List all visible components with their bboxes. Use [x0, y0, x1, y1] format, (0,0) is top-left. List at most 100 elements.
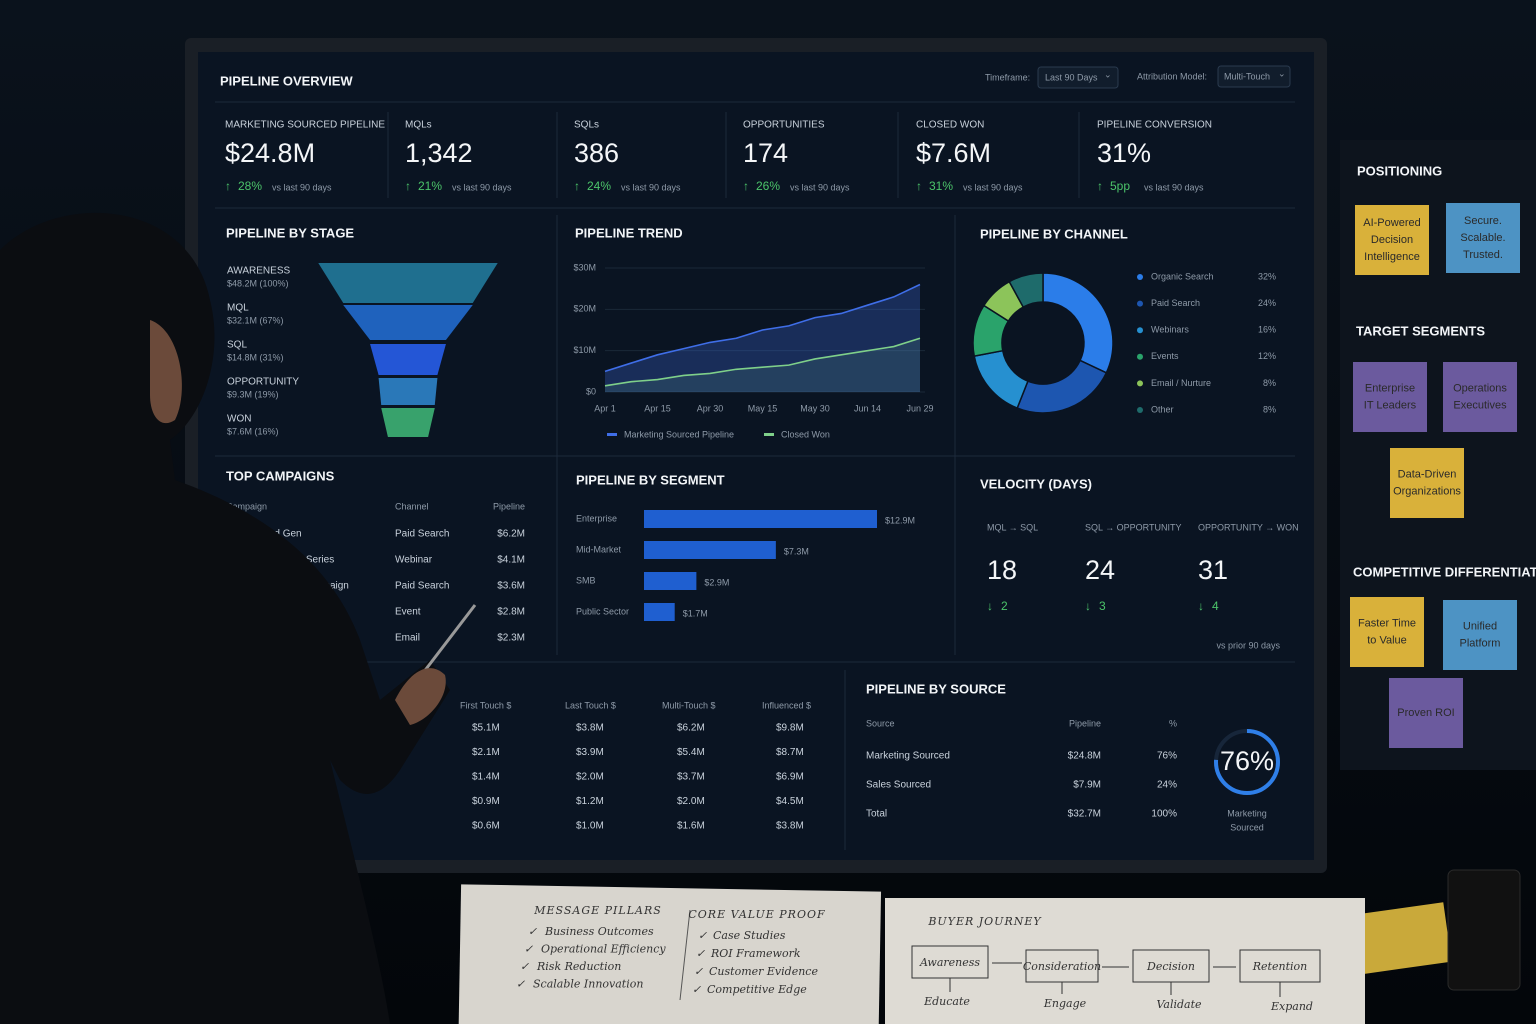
table-cell: Paid Search: [395, 581, 449, 592]
table-cell: $2.3M: [497, 633, 525, 644]
section-title: PIPELINE TREND: [575, 225, 683, 240]
table-cell: Webinar: [395, 555, 433, 566]
table-cell: $3.6M: [497, 581, 525, 592]
donut-slice: [1042, 272, 1114, 374]
funnel-band: [370, 344, 446, 375]
velocity-change: 2: [1001, 599, 1008, 613]
icon: ↓: [1198, 599, 1204, 613]
table-cell: $3.9M: [576, 747, 604, 758]
kpi-compare: vs last 90 days: [1144, 182, 1204, 192]
legend-dot: [1137, 327, 1143, 334]
sticky-note: [1389, 678, 1463, 748]
legend-dot: [1137, 380, 1143, 387]
table-cell: $1.0M: [576, 821, 604, 832]
kpi-value: 1,342: [405, 138, 473, 168]
table-cell: $6.2M: [497, 529, 525, 540]
journey-stage: Awareness: [919, 956, 980, 969]
x-tick-label: May 30: [800, 403, 830, 413]
table-cell: Marketing Sourced: [866, 751, 950, 762]
x-tick-label: Apr 1: [594, 403, 616, 413]
legend-value: 12%: [1258, 351, 1276, 361]
x-tick-label: Jun 29: [906, 403, 933, 413]
column-header: Campaign: [226, 501, 267, 511]
panel-dividers: [215, 101, 1295, 850]
table-cell: Sales Sourced: [866, 780, 931, 791]
table-cell: 76%: [1157, 751, 1177, 762]
gauge-caption: Sourced: [1230, 822, 1264, 832]
table-cell: Email: [395, 633, 420, 644]
kpi-value: 386: [574, 138, 619, 168]
section-title: TOP CAMPAIGNS: [226, 468, 335, 483]
gauge-label: 76%: [1220, 746, 1274, 776]
journey-stage: Decision: [1146, 960, 1195, 973]
column-header: First Touch $: [460, 700, 511, 710]
bar-label: SMB: [576, 575, 596, 585]
icon: ↑: [743, 179, 749, 193]
stage-label: SQL: [227, 340, 247, 351]
notebook-item: Case Studies: [713, 929, 786, 942]
person: [0, 212, 477, 1024]
legend-dot: [1137, 407, 1143, 413]
note-text: Operations: [1453, 382, 1507, 394]
notebook-heading: CORE VALUE PROOF: [688, 908, 825, 921]
table-cell: 24%: [1157, 780, 1177, 791]
bar-value: $7.3M: [784, 546, 809, 556]
stage-label: WON: [227, 414, 251, 425]
timeframe-dropdown[interactable]: [1037, 66, 1119, 89]
y-tick-label: $30M: [573, 262, 596, 272]
section-title: PIPELINE BY CHANNEL: [980, 226, 1128, 241]
trend-line: [604, 283, 921, 373]
table-cell: Event: [395, 607, 421, 618]
bar: [644, 572, 697, 590]
journey-action: Educate: [923, 995, 970, 1008]
journey-stage: Retention: [1252, 960, 1307, 973]
icon: ↑: [1097, 179, 1103, 193]
kpi-label: SQLs: [574, 120, 599, 131]
section-title: PIPELINE BY SEGMENT: [576, 472, 725, 487]
notebook-item: Risk Reduction: [536, 960, 621, 973]
funnel-band: [343, 305, 473, 340]
notebook-divider: [679, 909, 691, 1001]
bar-value: $2.9M: [704, 577, 729, 587]
note-text: Platform: [1460, 637, 1501, 649]
legend-value: 24%: [1258, 298, 1276, 308]
kpi-change: 31%: [929, 179, 953, 193]
stage-label: OPPORTUNITY: [227, 377, 299, 388]
y-tick-label: $0: [586, 386, 596, 396]
kpi-compare: vs last 90 days: [790, 182, 850, 192]
sticky-note: [1443, 362, 1517, 432]
stage-value: $32.1M (67%): [227, 315, 284, 325]
table-cell: $4.5M: [776, 796, 804, 807]
table-cell: $1.4M: [472, 772, 500, 783]
icon: ↓: [1085, 599, 1091, 613]
kpi-change: 28%: [238, 179, 262, 193]
table-cell: Total: [866, 809, 887, 820]
sticky-note: [1355, 205, 1429, 275]
table-cell: $2.0M: [677, 796, 705, 807]
column-header: Multi-Touch $: [662, 700, 716, 710]
stage-value: $7.6M (16%): [227, 426, 279, 436]
kpi-value: $24.8M: [225, 138, 315, 168]
legend-dot: [1137, 274, 1143, 280]
table-cell: $4.1M: [497, 555, 525, 566]
bar-label: Mid-Market: [576, 544, 622, 554]
icon: ✓: [524, 943, 534, 956]
legend-label: Paid Search: [1151, 298, 1200, 308]
journey-action: Validate: [1156, 998, 1202, 1011]
section-title: PIPELINE BY SOURCE: [866, 681, 1006, 696]
icon: ↓: [987, 599, 993, 613]
icon: ↑: [916, 179, 922, 193]
legend-value: 32%: [1258, 271, 1276, 281]
board-title: COMPETITIVE DIFFERENTIATORS: [1353, 564, 1536, 579]
page-title: PIPELINE OVERVIEW: [220, 73, 353, 88]
attribution-dropdown[interactable]: [1217, 65, 1291, 88]
legend-label: Closed Won: [781, 429, 830, 439]
kpi-compare: vs last 90 days: [963, 182, 1023, 192]
table-cell: $8.7M: [776, 747, 804, 758]
legend-label: Other: [1151, 404, 1174, 414]
velocity-value: 31: [1198, 555, 1228, 585]
legend-label: Webinars: [1151, 325, 1189, 335]
kpi-change: 26%: [756, 179, 780, 193]
sticky-note: [1353, 362, 1427, 432]
legend-dot: [1137, 300, 1143, 307]
